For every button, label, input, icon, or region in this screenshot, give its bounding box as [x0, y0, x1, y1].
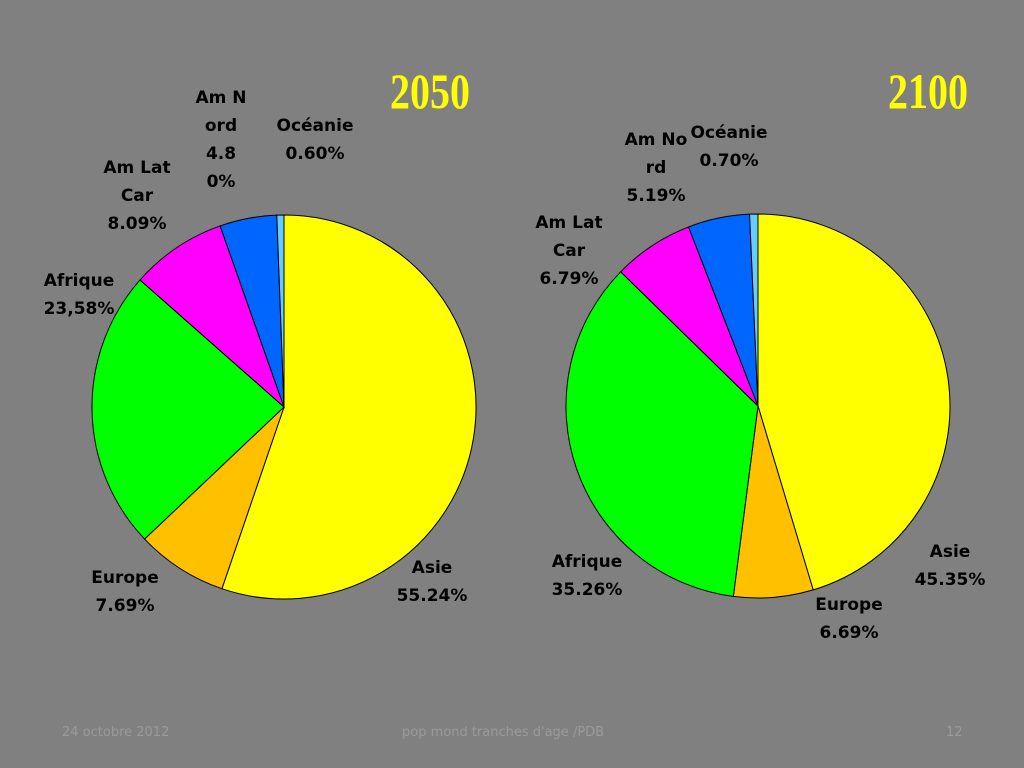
category-name: Asie: [411, 558, 453, 578]
value-label: 45.35%: [914, 570, 986, 590]
slice-label: Europe 6.69%: [804, 591, 894, 647]
value-label: 5.19%: [626, 186, 686, 206]
slice-label: Océanie 0.60%: [276, 112, 354, 168]
category-name: Am Nord: [195, 88, 247, 136]
slice-label: Am Lat Car 8.09%: [92, 154, 182, 238]
chart-title: 2050: [390, 63, 470, 119]
category-name: Océanie: [276, 116, 354, 136]
pie-slice: [749, 213, 759, 407]
category-name: Asie: [929, 542, 971, 562]
pie-slice: [276, 214, 285, 408]
category-name: Am Lat Car: [103, 158, 171, 206]
slice-label: Am Nord 5.19%: [621, 126, 691, 210]
category-name: Afrique: [551, 552, 623, 572]
value-label: 6.79%: [539, 269, 599, 289]
value-label: 0.70%: [699, 151, 759, 171]
slice-label: Asie 45.35%: [905, 538, 995, 594]
footer-title: pop mond tranches d'age /PDB: [402, 725, 605, 740]
category-name: Océanie: [690, 123, 768, 143]
slice-label: Océanie 0.70%: [690, 119, 768, 175]
value-label: 4.80%: [205, 144, 237, 192]
category-name: Am Nord: [624, 130, 688, 178]
chart-title: 2100: [888, 63, 968, 119]
value-label: 23,58%: [43, 299, 115, 319]
value-label: 7.69%: [95, 596, 155, 616]
pie-slice: [221, 214, 477, 600]
slice-label: Am Lat Car 6.79%: [524, 209, 614, 293]
slice-label: Europe 7.69%: [80, 564, 170, 620]
value-label: 6.69%: [819, 623, 879, 643]
value-label: 8.09%: [107, 214, 167, 234]
value-label: 55.24%: [396, 586, 468, 606]
pie-slice: [565, 271, 759, 597]
value-label: 35.26%: [551, 580, 623, 600]
pie-slice: [139, 225, 286, 409]
slice-label: Asie 55.24%: [387, 554, 477, 610]
footer-date: 24 octobre 2012: [62, 725, 170, 740]
category-name: Europe: [91, 568, 159, 588]
pie-slice: [757, 213, 951, 591]
value-label: 0.60%: [285, 144, 345, 164]
category-name: Am Lat Car: [535, 213, 603, 261]
slice-label: Afrique 35.26%: [542, 548, 632, 604]
category-name: Europe: [815, 595, 883, 615]
footer-page: 12: [946, 725, 963, 740]
category-name: Afrique: [43, 271, 115, 291]
slice-label: Am Nord 4.80%: [194, 84, 249, 196]
slice-label: Afrique 23,58%: [34, 267, 124, 323]
pie-slice: [143, 406, 285, 590]
pie-slice: [91, 279, 285, 540]
